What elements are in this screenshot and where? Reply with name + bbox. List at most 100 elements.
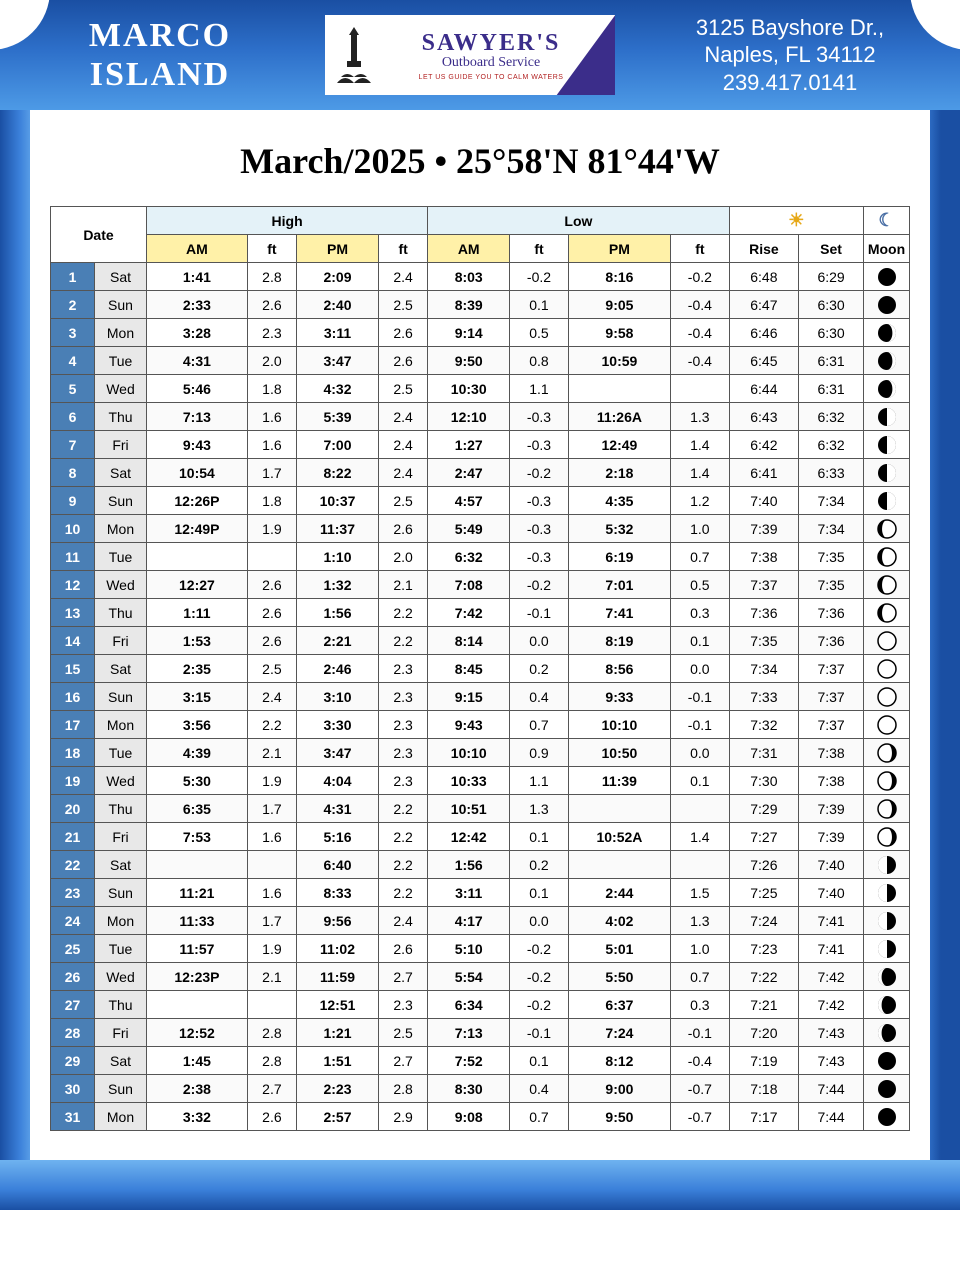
cell-low-pm: 9:05 — [568, 291, 670, 319]
cell-low-am: 9:15 — [428, 683, 510, 711]
cell-sunset: 7:36 — [799, 627, 864, 655]
cell-sunset: 7:44 — [799, 1075, 864, 1103]
cell-high-am-ft: 1.6 — [247, 403, 296, 431]
moon-phase-icon — [877, 547, 897, 567]
cell-high-pm-ft: 2.2 — [379, 795, 428, 823]
cell-low-am: 9:08 — [428, 1103, 510, 1131]
cell-day-num: 16 — [51, 683, 95, 711]
cell-high-am: 2:38 — [147, 1075, 248, 1103]
cell-low-am: 9:43 — [428, 711, 510, 739]
cell-day-name: Sun — [95, 487, 147, 515]
cell-low-am-ft: 0.4 — [510, 683, 569, 711]
sub-rise: Rise — [729, 235, 799, 263]
cell-moon — [864, 627, 910, 655]
cell-low-am-ft: -0.3 — [510, 487, 569, 515]
cell-low-pm-ft: -0.7 — [671, 1075, 730, 1103]
moon-phase-icon — [877, 883, 897, 903]
cell-high-am: 1:11 — [147, 599, 248, 627]
cell-sunset: 6:30 — [799, 319, 864, 347]
cell-day-num: 13 — [51, 599, 95, 627]
cell-low-pm: 8:56 — [568, 655, 670, 683]
moon-phase-icon — [877, 939, 897, 959]
address-line2: Naples, FL 34112 — [650, 41, 930, 69]
cell-low-am: 6:34 — [428, 991, 510, 1019]
cell-high-pm: 7:00 — [296, 431, 378, 459]
cell-high-am — [147, 991, 248, 1019]
cell-high-am: 3:28 — [147, 319, 248, 347]
cell-day-name: Sun — [95, 1075, 147, 1103]
cell-high-pm: 4:04 — [296, 767, 378, 795]
cell-low-pm-ft: 0.0 — [671, 739, 730, 767]
cell-moon — [864, 795, 910, 823]
cell-day-num: 9 — [51, 487, 95, 515]
cell-low-pm-ft: 1.5 — [671, 879, 730, 907]
cell-low-am-ft: 0.9 — [510, 739, 569, 767]
sub-set: Set — [799, 235, 864, 263]
cell-day-name: Sun — [95, 291, 147, 319]
cell-low-am-ft: -0.2 — [510, 963, 569, 991]
cell-day-name: Sat — [95, 263, 147, 291]
cell-high-pm-ft: 2.9 — [379, 1103, 428, 1131]
table-row: 9 Sun 12:26P 1.8 10:37 2.5 4:57 -0.3 4:3… — [51, 487, 910, 515]
cell-day-num: 23 — [51, 879, 95, 907]
cell-day-name: Fri — [95, 1019, 147, 1047]
cell-day-name: Sun — [95, 683, 147, 711]
cell-high-am-ft: 2.3 — [247, 319, 296, 347]
cell-day-num: 30 — [51, 1075, 95, 1103]
cell-low-pm: 7:41 — [568, 599, 670, 627]
cell-high-am-ft: 2.4 — [247, 683, 296, 711]
cell-low-pm-ft: 1.0 — [671, 515, 730, 543]
cell-high-am: 2:33 — [147, 291, 248, 319]
cell-day-name: Tue — [95, 935, 147, 963]
table-row: 11 Tue 1:10 2.0 6:32 -0.3 6:19 0.7 7:38 … — [51, 543, 910, 571]
cell-day-num: 25 — [51, 935, 95, 963]
cell-high-pm-ft: 2.6 — [379, 935, 428, 963]
cell-moon — [864, 711, 910, 739]
cell-high-pm: 3:47 — [296, 347, 378, 375]
cell-high-am: 5:46 — [147, 375, 248, 403]
cell-high-pm: 12:51 — [296, 991, 378, 1019]
cell-high-pm-ft: 2.3 — [379, 739, 428, 767]
cell-high-pm: 3:11 — [296, 319, 378, 347]
cell-day-name: Sat — [95, 851, 147, 879]
cell-day-num: 5 — [51, 375, 95, 403]
cell-sunset: 7:35 — [799, 543, 864, 571]
cell-high-pm-ft: 2.4 — [379, 263, 428, 291]
cell-low-am-ft: 0.2 — [510, 655, 569, 683]
cell-low-pm-ft: 0.0 — [671, 655, 730, 683]
cell-moon — [864, 851, 910, 879]
cell-sunrise: 6:43 — [729, 403, 799, 431]
cell-day-name: Thu — [95, 795, 147, 823]
cell-high-am: 2:35 — [147, 655, 248, 683]
footer-bar — [0, 1160, 960, 1210]
cell-low-pm-ft: 0.5 — [671, 571, 730, 599]
cell-low-am-ft: 0.2 — [510, 851, 569, 879]
moon-phase-icon — [877, 855, 897, 875]
cell-sunset: 6:32 — [799, 431, 864, 459]
cell-sunrise: 7:33 — [729, 683, 799, 711]
cell-high-pm-ft: 2.3 — [379, 655, 428, 683]
cell-high-am-ft: 1.8 — [247, 375, 296, 403]
cell-moon — [864, 1047, 910, 1075]
cell-low-pm: 10:50 — [568, 739, 670, 767]
table-row: 14 Fri 1:53 2.6 2:21 2.2 8:14 0.0 8:19 0… — [51, 627, 910, 655]
cell-low-am: 10:10 — [428, 739, 510, 767]
cell-low-pm: 12:49 — [568, 431, 670, 459]
cell-low-am: 8:30 — [428, 1075, 510, 1103]
cell-day-num: 24 — [51, 907, 95, 935]
cell-high-pm-ft: 2.8 — [379, 1075, 428, 1103]
cell-high-pm: 3:10 — [296, 683, 378, 711]
moon-phase-icon — [877, 1107, 897, 1127]
hdr-sun: ☀ — [729, 207, 863, 235]
cell-low-am-ft: 0.1 — [510, 879, 569, 907]
cell-sunrise: 7:32 — [729, 711, 799, 739]
cell-moon — [864, 431, 910, 459]
hdr-moon: ☾ — [864, 207, 910, 235]
cell-low-pm-ft: 0.7 — [671, 963, 730, 991]
hdr-low: Low — [428, 207, 729, 235]
sub-low-am: AM — [428, 235, 510, 263]
tide-table: Date High Low ☀ ☾ AM ft PM ft AM ft PM f… — [50, 206, 910, 1131]
moon-phase-icon — [877, 379, 897, 399]
cell-sunset: 7:41 — [799, 935, 864, 963]
cell-low-am: 2:47 — [428, 459, 510, 487]
